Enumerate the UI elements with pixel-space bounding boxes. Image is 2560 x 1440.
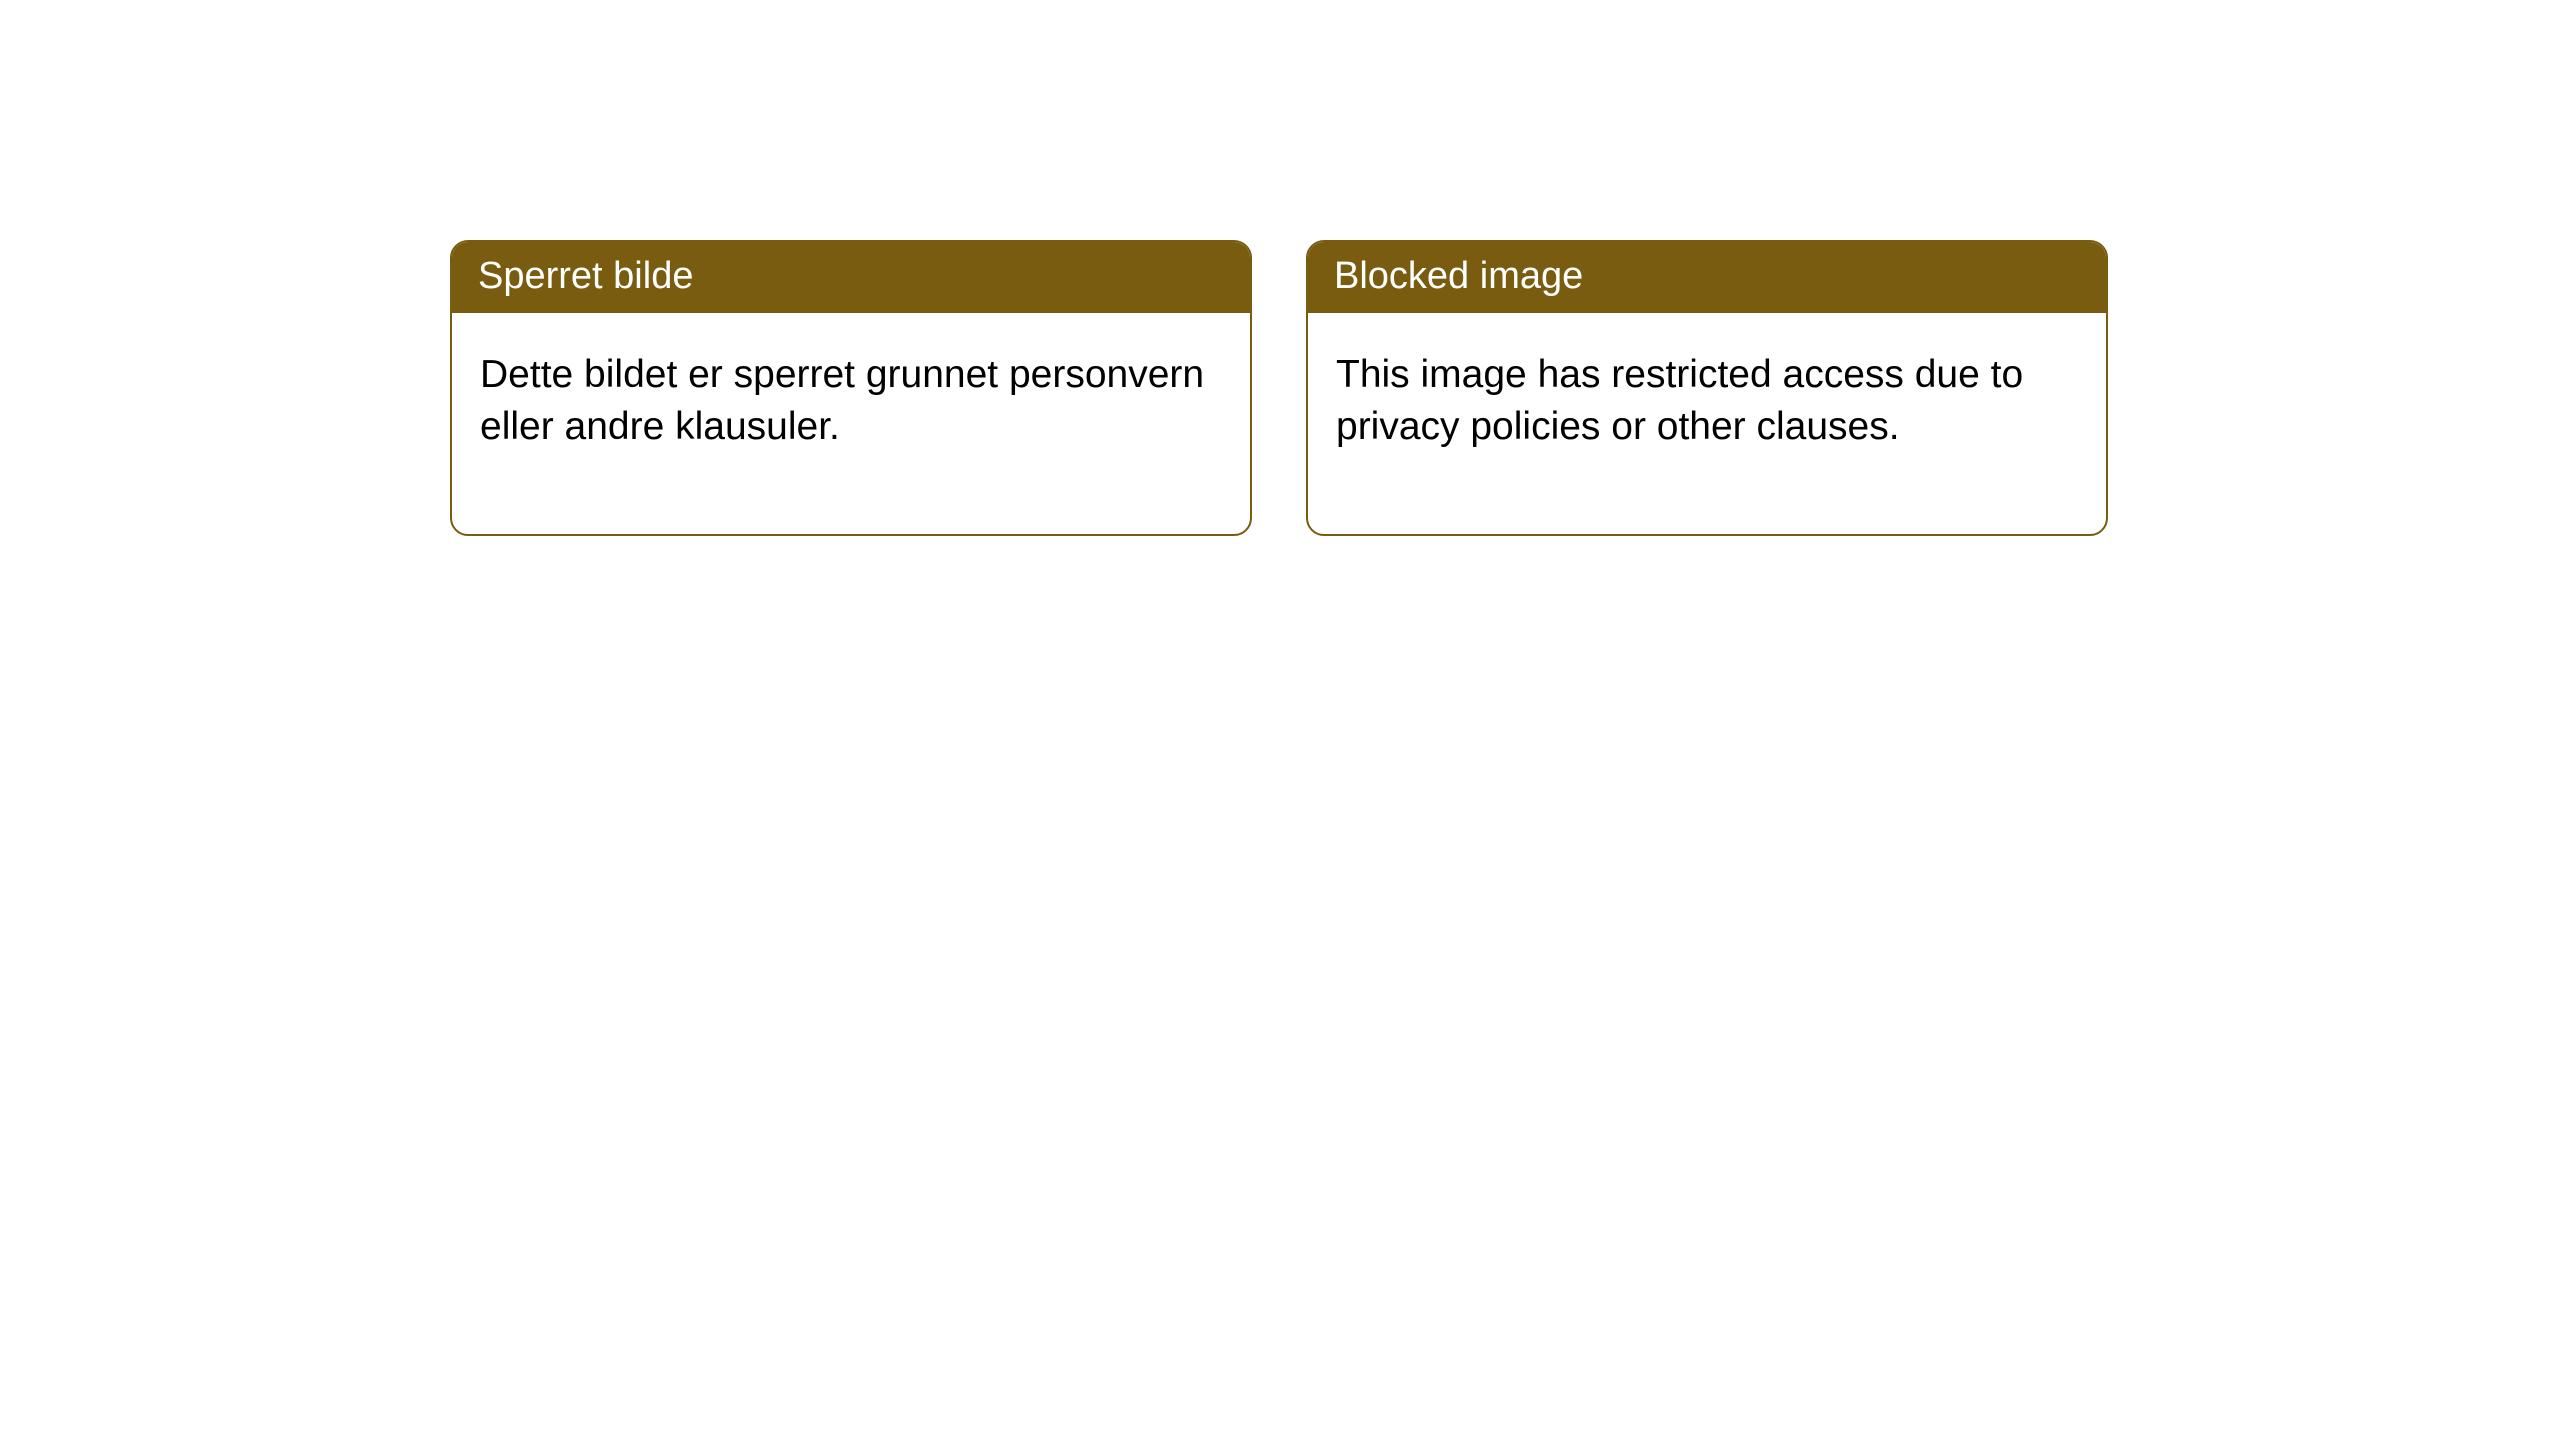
- cards-container: Sperret bilde Dette bildet er sperret gr…: [0, 0, 2560, 536]
- blocked-image-card-en: Blocked image This image has restricted …: [1306, 240, 2108, 536]
- card-body-en: This image has restricted access due to …: [1308, 313, 2106, 486]
- card-title-en: Blocked image: [1334, 255, 1583, 297]
- card-body-no: Dette bildet er sperret grunnet personve…: [452, 313, 1250, 534]
- card-title-no: Sperret bilde: [478, 255, 693, 297]
- card-message-en: This image has restricted access due to …: [1336, 353, 2023, 447]
- card-message-no: Dette bildet er sperret grunnet personve…: [480, 353, 1204, 447]
- blocked-image-card-no: Sperret bilde Dette bildet er sperret gr…: [450, 240, 1252, 536]
- card-header-en: Blocked image: [1308, 242, 2106, 313]
- card-header-no: Sperret bilde: [452, 242, 1250, 313]
